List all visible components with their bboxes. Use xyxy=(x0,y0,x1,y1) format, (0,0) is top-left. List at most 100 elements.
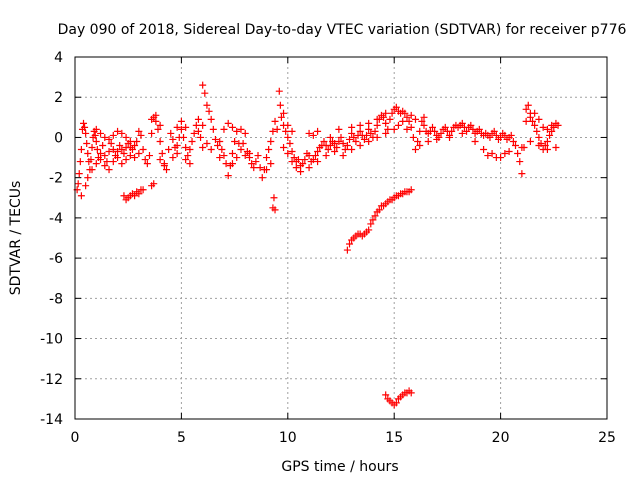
data-point xyxy=(343,141,351,149)
data-point xyxy=(529,117,537,125)
data-point xyxy=(543,137,551,145)
data-point xyxy=(222,160,230,168)
data-point xyxy=(97,129,105,137)
data-point xyxy=(335,125,343,133)
data-point xyxy=(418,117,426,125)
data-point xyxy=(314,127,322,135)
data-point xyxy=(263,166,271,174)
plot-frame xyxy=(74,56,608,420)
data-point xyxy=(197,133,205,141)
data-point xyxy=(99,141,107,149)
data-point xyxy=(373,121,381,129)
data-point xyxy=(84,174,92,182)
series-lower-branch xyxy=(77,117,560,200)
data-point xyxy=(186,160,194,168)
data-point xyxy=(220,152,228,160)
data-point xyxy=(84,150,92,158)
data-point xyxy=(314,148,322,156)
data-point xyxy=(156,137,164,145)
data-point xyxy=(101,152,109,160)
data-point xyxy=(92,125,100,133)
data-point xyxy=(497,154,505,162)
series-main-cluster xyxy=(73,81,562,194)
data-point xyxy=(288,127,296,135)
data-point xyxy=(390,125,398,133)
data-point xyxy=(241,152,249,160)
data-point xyxy=(420,113,428,121)
data-point xyxy=(535,141,543,149)
y-tick-label: -10 xyxy=(40,332,63,348)
data-point xyxy=(469,125,477,133)
data-point xyxy=(509,137,517,145)
data-point xyxy=(411,115,419,123)
data-point xyxy=(341,146,349,154)
data-point xyxy=(286,139,294,147)
data-point xyxy=(365,119,373,127)
data-point xyxy=(120,192,128,200)
data-point xyxy=(139,146,147,154)
series-deep-cluster xyxy=(382,387,415,409)
data-point xyxy=(209,125,217,133)
data-point xyxy=(207,115,215,123)
data-point xyxy=(120,150,128,158)
data-point xyxy=(270,194,278,202)
data-point xyxy=(475,125,483,133)
data-point xyxy=(458,129,466,137)
data-point xyxy=(518,144,526,151)
data-point xyxy=(552,144,560,151)
data-point xyxy=(116,141,124,149)
data-point xyxy=(92,137,100,145)
data-point xyxy=(97,150,105,158)
data-point xyxy=(156,156,164,164)
data-point xyxy=(373,133,381,141)
data-point xyxy=(356,121,364,129)
data-point xyxy=(356,141,364,149)
data-point xyxy=(441,123,449,131)
data-point xyxy=(290,154,298,162)
data-point xyxy=(431,127,439,135)
data-point xyxy=(490,127,498,135)
data-point xyxy=(239,139,247,147)
data-point xyxy=(126,152,134,160)
data-point xyxy=(105,148,113,156)
data-point xyxy=(299,160,307,168)
data-point xyxy=(275,87,283,95)
data-point xyxy=(148,115,156,123)
data-point xyxy=(539,123,547,131)
data-point xyxy=(82,182,90,190)
data-point xyxy=(371,127,379,135)
x-axis-label: GPS time / hours xyxy=(281,459,398,475)
data-point xyxy=(511,141,519,149)
data-point xyxy=(501,131,509,139)
data-point xyxy=(273,125,281,133)
data-point xyxy=(211,135,219,143)
data-point xyxy=(501,150,509,158)
x-tick-label: 10 xyxy=(279,430,297,446)
data-point xyxy=(414,137,422,145)
data-point xyxy=(382,391,390,399)
data-point xyxy=(348,129,356,137)
data-point xyxy=(216,154,224,162)
data-point xyxy=(382,109,390,117)
data-point xyxy=(363,131,371,139)
data-point xyxy=(331,148,339,156)
data-point xyxy=(514,150,522,158)
data-point xyxy=(403,125,411,133)
data-point xyxy=(507,131,515,139)
data-point xyxy=(284,121,292,129)
data-point xyxy=(265,146,273,154)
x-tick-label: 25 xyxy=(598,430,616,446)
data-point xyxy=(403,113,411,121)
data-point xyxy=(311,152,319,160)
data-point xyxy=(128,146,136,154)
data-point xyxy=(220,125,228,133)
data-point xyxy=(203,101,211,109)
data-point xyxy=(101,133,109,141)
data-point xyxy=(224,119,232,127)
data-point xyxy=(216,137,224,145)
data-point xyxy=(167,129,175,137)
data-point xyxy=(135,150,143,158)
data-point xyxy=(152,117,160,125)
data-point xyxy=(518,170,526,178)
